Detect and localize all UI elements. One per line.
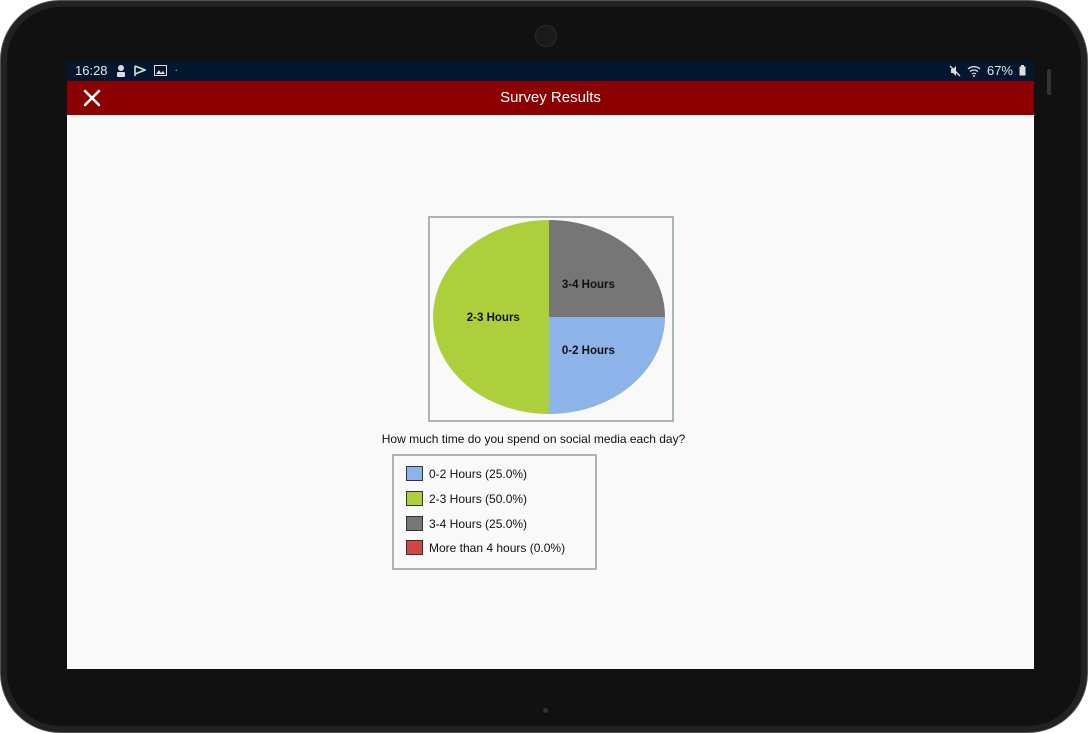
image-icon bbox=[153, 65, 167, 76]
pie-slice-0-2-hours bbox=[549, 317, 665, 414]
wifi-icon bbox=[967, 65, 981, 77]
page-title: Survey Results bbox=[500, 89, 601, 106]
battery-icon bbox=[1019, 65, 1026, 76]
battery-percent: 67% bbox=[986, 63, 1013, 78]
pie-slice-2-3-hours bbox=[433, 220, 549, 414]
pie-chart-svg: 3-4 Hours 0-2 Hours 2-3 Hours bbox=[433, 220, 665, 414]
legend-item: 3-4 Hours (25.0%) bbox=[406, 516, 527, 531]
close-icon[interactable] bbox=[81, 87, 103, 109]
pie-slice-label: 0-2 Hours bbox=[562, 345, 615, 357]
pie-slice-3-4-hours bbox=[549, 220, 665, 317]
mute-icon bbox=[949, 65, 961, 76]
legend-item: 2-3 Hours (50.0%) bbox=[406, 491, 527, 506]
screen: 16:28 · 67% Survey Results 3-4 Hours 0-2 … bbox=[67, 61, 1034, 669]
pie-chart: 3-4 Hours 0-2 Hours 2-3 Hours bbox=[428, 216, 674, 422]
legend-swatch bbox=[406, 516, 423, 531]
legend-swatch bbox=[406, 491, 423, 506]
legend-label: 0-2 Hours (25.0%) bbox=[429, 466, 528, 481]
person-icon bbox=[116, 64, 125, 77]
legend-label: More than 4 hours (0.0%) bbox=[429, 540, 566, 555]
clock: 16:28 bbox=[75, 63, 108, 78]
camera-icon bbox=[535, 25, 557, 47]
dot-icon: · bbox=[174, 65, 178, 76]
legend-label: 3-4 Hours (25.0%) bbox=[429, 516, 528, 531]
question-text: How much time do you spend on social med… bbox=[381, 432, 686, 446]
legend-item: 0-2 Hours (25.0%) bbox=[406, 466, 527, 481]
pie-slice-label: 2-3 Hours bbox=[467, 312, 520, 324]
legend-swatch bbox=[406, 466, 423, 481]
home-indicator bbox=[543, 708, 548, 713]
flag-icon bbox=[133, 64, 146, 76]
chart-legend: 0-2 Hours (25.0%) 2-3 Hours (50.0%) 3-4 … bbox=[392, 454, 597, 570]
pie-slice-label: 3-4 Hours bbox=[562, 279, 615, 291]
legend-item: More than 4 hours (0.0%) bbox=[406, 540, 565, 555]
legend-label: 2-3 Hours (50.0%) bbox=[429, 491, 528, 506]
status-bar: 16:28 · 67% bbox=[67, 61, 1034, 81]
side-button bbox=[1047, 69, 1051, 95]
app-bar: Survey Results bbox=[67, 81, 1034, 115]
legend-swatch bbox=[406, 540, 423, 555]
